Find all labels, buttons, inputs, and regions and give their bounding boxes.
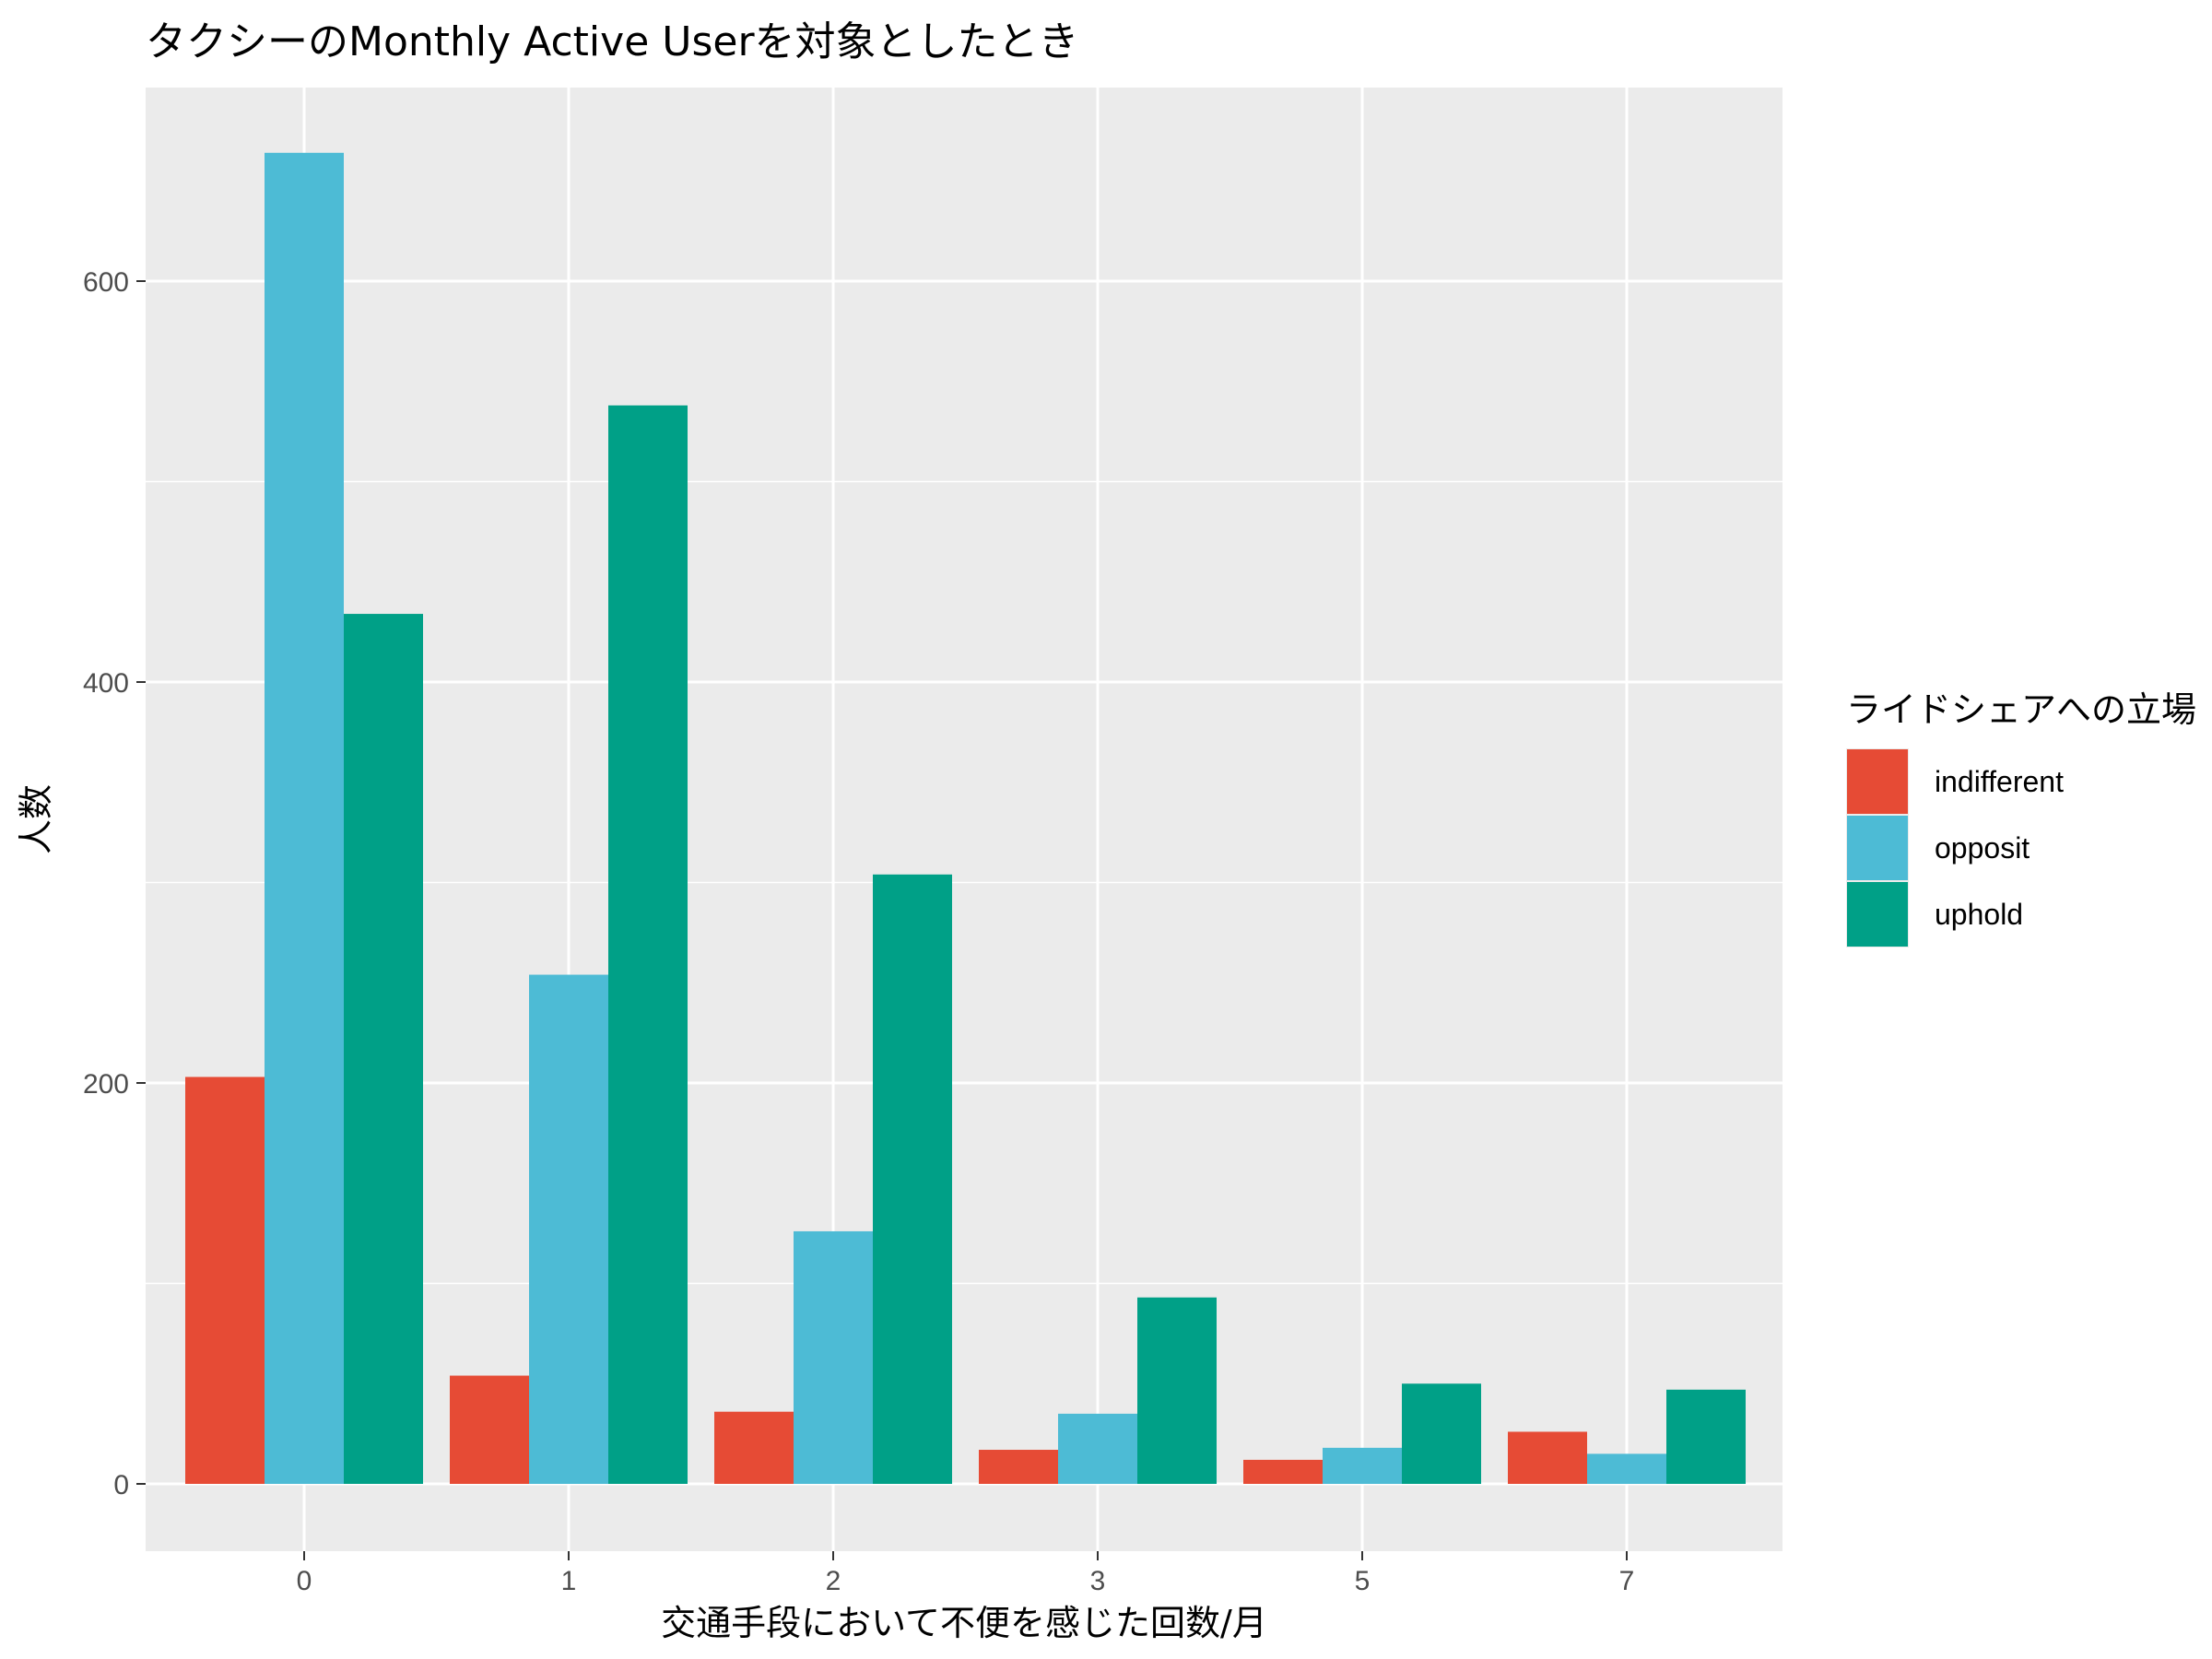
y-tick-label: 200: [83, 1069, 129, 1100]
bars: [185, 152, 1746, 1485]
bar-indifferent-3: [979, 1450, 1058, 1484]
bar-uphold-5: [1402, 1383, 1481, 1484]
legend-title: ライドシェアへの立場: [1846, 689, 2196, 730]
x-tick-label: 1: [561, 1566, 577, 1596]
y-tick-label: 0: [113, 1470, 129, 1500]
legend-label-uphold: uphold: [1935, 898, 2023, 931]
x-tick-label: 7: [1619, 1566, 1635, 1596]
bar-opposit-1: [529, 974, 608, 1484]
bar-indifferent-0: [185, 1077, 265, 1484]
y-tick-label: 400: [83, 668, 129, 699]
x-tick-label: 0: [297, 1566, 312, 1596]
bar-opposit-7: [1587, 1453, 1666, 1484]
bar-opposit-5: [1323, 1447, 1402, 1484]
bar-indifferent-5: [1243, 1459, 1323, 1484]
y-axis-ticks: 0 200 400 600: [83, 267, 146, 1500]
legend-key-uphold: [1847, 882, 1908, 947]
legend-key-opposit: [1847, 816, 1908, 880]
legend: ライドシェアへの立場 indifferent opposit uphold: [1846, 689, 2196, 947]
bar-opposit-0: [265, 152, 344, 1484]
bar-opposit-2: [794, 1230, 873, 1484]
bar-opposit-3: [1058, 1413, 1137, 1484]
bar-uphold-2: [873, 874, 952, 1484]
x-axis-ticks: 0 1 2 3 5 7: [297, 1551, 1635, 1596]
legend-label-indifferent: indifferent: [1935, 765, 2064, 798]
bar-uphold-7: [1666, 1389, 1746, 1484]
bar-uphold-0: [344, 614, 423, 1484]
y-axis-label: 人数: [16, 784, 56, 854]
bar-uphold-3: [1137, 1297, 1217, 1484]
bar-indifferent-1: [450, 1375, 529, 1484]
x-tick-label: 2: [826, 1566, 841, 1596]
bar-indifferent-7: [1508, 1431, 1587, 1484]
x-tick-label: 3: [1090, 1566, 1106, 1596]
x-axis-label: 交通手段において不便を感じた回数/月: [661, 1603, 1267, 1643]
legend-key-indifferent: [1847, 749, 1908, 814]
x-tick-label: 5: [1355, 1566, 1371, 1596]
legend-label-opposit: opposit: [1935, 831, 2030, 865]
y-tick-label: 600: [83, 267, 129, 298]
bar-uphold-1: [608, 405, 688, 1485]
chart-title: タクシーのMonthly Active Userを対象としたとき: [146, 18, 1079, 65]
bar-indifferent-2: [714, 1411, 794, 1484]
